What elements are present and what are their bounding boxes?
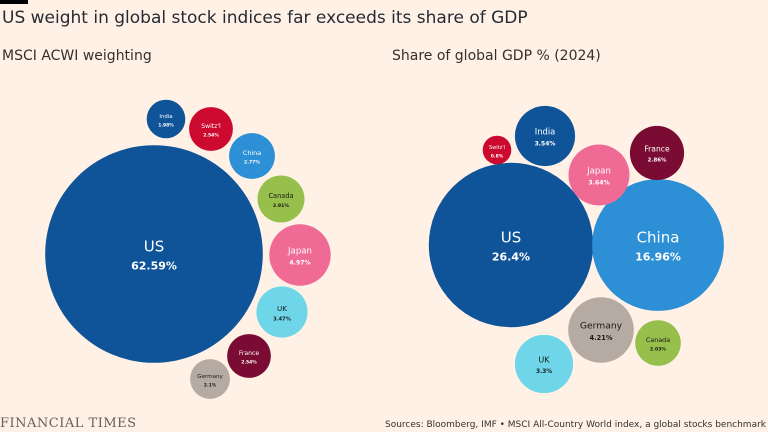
gdp-bubble-india: India 3.54% (514, 105, 576, 167)
gdp-bubble-label-germany: Germany (580, 321, 623, 332)
gdp-bubble-japan: Japan 3.64% (568, 144, 630, 206)
msci-bubble-value-uk: 3.47% (273, 316, 291, 322)
gdp-bubble-france: France 2.86% (629, 125, 685, 181)
gdp-bubble-value-canada: 2.03% (650, 347, 666, 353)
msci-bubble-label-japan: Japan (287, 247, 312, 257)
gdp-bubble-value-france: 2.86% (648, 158, 667, 164)
msci-bubble-germany: Germany 2.1% (190, 359, 230, 399)
msci-bubble-label-canada: Canada (268, 192, 293, 200)
gdp-bubble-value-germany: 4.21% (590, 334, 613, 342)
chart-title: US weight in global stock indices far ex… (2, 8, 528, 28)
msci-bubble-india: India 1.98% (146, 99, 186, 139)
msci-bubble-switz-l: Switz'l 2.54% (189, 107, 233, 151)
msci-bubble-circle-us (45, 145, 263, 363)
gdp-bubble-value-switz-l: 0.8% (491, 153, 504, 159)
gdp-bubble-circle-switz-l (482, 135, 512, 165)
gdp-bubble-label-france: France (644, 145, 670, 154)
msci-bubble-circle-india (146, 99, 186, 139)
gdp-bubble-value-india: 3.54% (535, 140, 556, 147)
msci-bubble-label-india: India (159, 114, 172, 120)
msci-bubble-us: US 62.59% (45, 145, 263, 363)
gdp-bubble-label-uk: UK (538, 355, 550, 365)
msci-bubble-value-switz-l: 2.54% (203, 133, 219, 139)
msci-bubble-circle-japan (269, 224, 331, 286)
msci-bubble-circle-uk (256, 286, 308, 338)
gdp-bubble-canada: Canada 2.03% (635, 320, 681, 366)
left-chart-subtitle: MSCI ACWI weighting (2, 48, 152, 64)
gdp-bubble-circle-germany (568, 297, 634, 363)
ft-brand-logo: FINANCIAL TIMES (0, 416, 137, 431)
gdp-bubble-circle-uk (514, 334, 574, 394)
msci-bubble-circle-switz-l (189, 107, 233, 151)
msci-bubble-china: China 2.77% (229, 133, 275, 179)
gdp-bubble-circle-us (428, 162, 594, 328)
msci-bubble-circle-china (229, 133, 275, 179)
gdp-bubble-circle-japan (568, 144, 630, 206)
gdp-bubble-value-us: 26.4% (492, 251, 530, 264)
msci-bubble-circle-canada (257, 175, 305, 223)
right-chart-subtitle: Share of global GDP % (2024) (392, 48, 601, 64)
gdp-bubble-label-japan: Japan (586, 167, 611, 177)
gdp-bubble-value-china: 16.96% (635, 251, 681, 264)
msci-bubble-value-china: 2.77% (244, 160, 260, 166)
msci-bubble-value-us: 62.59% (131, 260, 177, 273)
msci-bubble-label-germany: Germany (197, 374, 223, 380)
gdp-bubble-circle-china (592, 179, 724, 311)
msci-bubble-label-switz-l: Switz'l (201, 123, 221, 130)
gdp-bubble-value-uk: 3.3% (536, 369, 552, 375)
ft-top-bar (0, 0, 28, 4)
msci-bubble-value-canada: 2.91% (273, 203, 290, 209)
gdp-bubble-uk: UK 3.3% (514, 334, 574, 394)
gdp-bubble-label-india: India (535, 127, 556, 137)
gdp-bubble-germany: Germany 4.21% (568, 297, 634, 363)
msci-bubble-label-china: China (243, 149, 261, 157)
msci-bubble-france: France 2.54% (227, 334, 271, 378)
msci-bubble-circle-france (227, 334, 271, 378)
msci-bubble-circle-germany (190, 359, 230, 399)
msci-bubble-japan: Japan 4.97% (269, 224, 331, 286)
gdp-bubble-label-switz-l: Switz'l (489, 145, 505, 151)
gdp-bubble-value-japan: 3.64% (588, 180, 609, 187)
gdp-bubble-label-canada: Canada (646, 336, 670, 344)
msci-bubble-value-germany: 2.1% (204, 382, 217, 388)
msci-bubble-label-uk: UK (277, 304, 287, 313)
msci-bubble-canada: Canada 2.91% (257, 175, 305, 223)
gdp-bubble-label-us: US (501, 229, 522, 247)
source-note: Sources: Bloomberg, IMF • MSCI All-Count… (384, 420, 766, 430)
msci-bubble-value-india: 1.98% (158, 122, 174, 128)
gdp-bubble-circle-canada (635, 320, 681, 366)
msci-bubble-value-france: 2.54% (241, 360, 257, 366)
gdp-bubble-switz-l: Switz'l 0.8% (482, 135, 512, 165)
gdp-bubble-circle-india (514, 105, 576, 167)
gdp-bubble-china: China 16.96% (592, 179, 724, 311)
gdp-bubble-us: US 26.4% (428, 162, 594, 328)
msci-bubble-label-france: France (239, 350, 260, 357)
msci-bubble-uk: UK 3.47% (256, 286, 308, 338)
msci-bubble-label-us: US (144, 238, 165, 256)
gdp-bubble-label-china: China (637, 229, 680, 247)
msci-bubble-value-japan: 4.97% (289, 260, 310, 267)
gdp-bubble-circle-france (629, 125, 685, 181)
